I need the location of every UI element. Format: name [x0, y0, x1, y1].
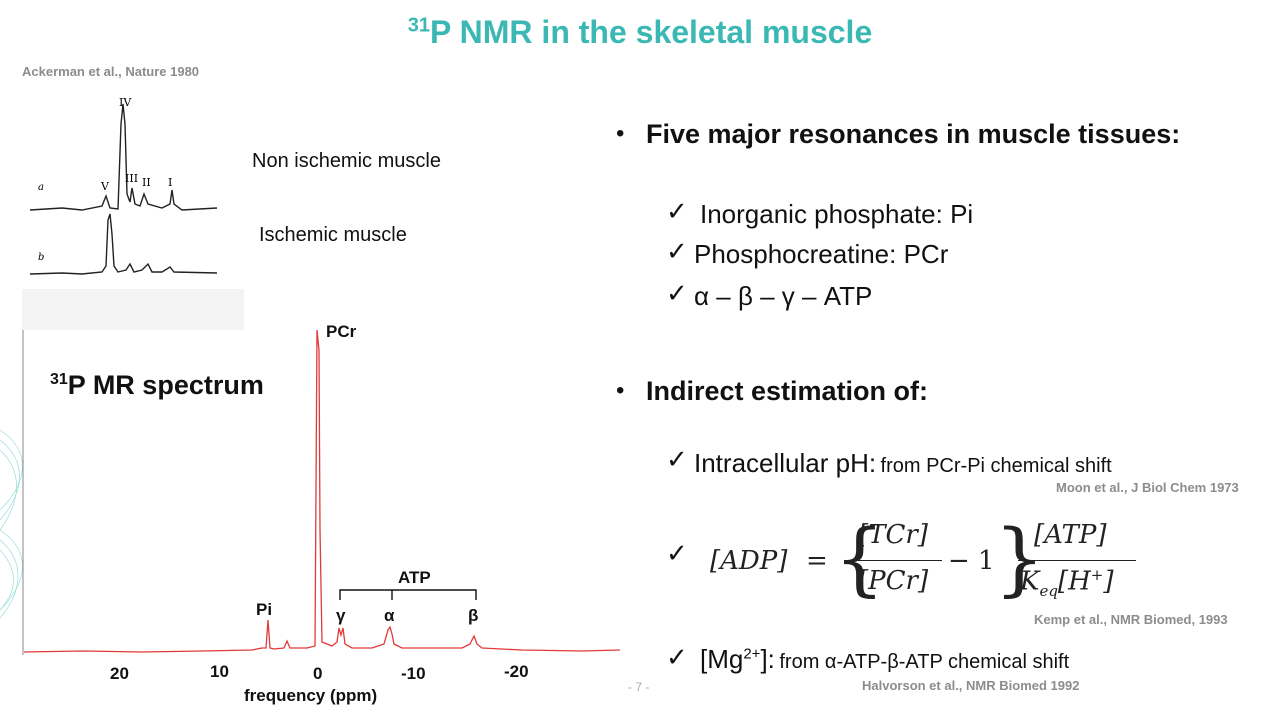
- citation-halvorson: Halvorson et al., NMR Biomed 1992: [862, 678, 1080, 693]
- bullet-dot: •: [616, 120, 625, 147]
- x-tick: 0: [313, 664, 323, 683]
- fraction-bar-2: [1018, 560, 1136, 561]
- slide-title: 31P NMR in the skeletal muscle: [407, 14, 873, 50]
- check-icon: ✓: [666, 278, 688, 308]
- peak-label-alpha: α: [384, 606, 395, 625]
- pcr-denominator: [PCr]: [858, 566, 929, 596]
- inset-peak-label: II: [142, 176, 151, 189]
- x-axis-label: frequency (ppm): [244, 686, 378, 705]
- check-icon: ✓: [666, 642, 688, 672]
- citation-kemp: Kemp et al., NMR Biomed, 1993: [1034, 612, 1228, 627]
- adp-equals: =: [806, 546, 828, 576]
- bullet-dot: •: [616, 377, 625, 404]
- spectrum-line: [23, 330, 621, 653]
- check-icon: ✓: [666, 538, 688, 568]
- atp-numerator: [ATP]: [1034, 520, 1107, 550]
- spectrum-title: 31P MR spectrum: [50, 370, 264, 400]
- brace-right: }: [994, 512, 1045, 605]
- inset-trace-b-label: b: [38, 252, 44, 263]
- ph-note: from PCr-Pi chemical shift: [880, 455, 1112, 477]
- check-icon: ✓: [666, 444, 688, 474]
- check-icon: ✓: [666, 236, 688, 266]
- slide-number: - 7 -: [628, 680, 650, 694]
- peak-label-pi: Pi: [256, 600, 273, 619]
- atp-bracket: [339, 589, 477, 600]
- inset-spectra-figure: IV V III II I a b: [22, 84, 244, 330]
- inset-trace-a-label: a: [38, 182, 44, 193]
- x-tick: -10: [401, 664, 426, 683]
- resonance-item: Phosphocreatine: PCr: [694, 239, 949, 269]
- ph-line: Intracellular pH: from PCr-Pi chemical s…: [694, 448, 1112, 479]
- bullet-heading-indirect: Indirect estimation of:: [646, 376, 929, 406]
- fraction-bar-1: [854, 560, 942, 561]
- resonance-item: Inorganic phosphate: Pi: [700, 199, 974, 229]
- spectrum-plot: [22, 330, 621, 655]
- minus-one: − 1: [948, 546, 995, 576]
- label-non-ischemic: Non ischemic muscle: [252, 150, 441, 172]
- resonance-item: α – β – γ – ATP: [694, 281, 873, 311]
- inset-spectra-svg: IV V III II I a b: [22, 96, 244, 330]
- adp-formula: [ADP] = { [TCr] [PCr] − 1 } [ATP] Keq[H+…: [710, 518, 1150, 608]
- brace-left: {: [834, 512, 885, 605]
- citation-moon: Moon et al., J Biol Chem 1973: [1056, 480, 1239, 495]
- mg-main: [Mg2+]:: [700, 644, 775, 674]
- atp-label: ATP: [398, 568, 431, 587]
- inset-peak-label: I: [168, 176, 172, 189]
- inset-peak-label: III: [125, 172, 138, 185]
- label-ischemic: Ischemic muscle: [259, 224, 407, 246]
- citation-ackerman: Ackerman et al., Nature 1980: [22, 64, 200, 79]
- adp-lhs: [ADP]: [710, 546, 788, 576]
- inset-peak-label: IV: [119, 96, 132, 109]
- inset-trace-b: [29, 213, 218, 275]
- check-icon: ✓: [666, 196, 688, 226]
- x-tick: 20: [110, 664, 129, 683]
- ph-main: Intracellular pH:: [694, 448, 877, 478]
- peak-label-beta: β: [468, 606, 479, 625]
- peak-label-pcr: PCr: [326, 322, 357, 341]
- mg-note: from α-ATP-β-ATP chemical shift: [779, 651, 1070, 673]
- inset-peak-label: V: [100, 180, 110, 193]
- mg-line: [Mg2+]: from α-ATP-β-ATP chemical shift: [700, 644, 1069, 675]
- keq-denominator: Keq[H+]: [1020, 566, 1114, 600]
- x-tick: 10: [210, 662, 229, 681]
- tcr-numerator: [TCr]: [858, 520, 928, 550]
- peak-label-gamma: γ: [336, 606, 346, 625]
- inset-trace-a: [29, 103, 218, 211]
- bullet-heading-resonances: Five major resonances in muscle tissues:: [646, 119, 1181, 149]
- x-tick: -20: [504, 662, 529, 681]
- decorative-wave: [0, 429, 23, 619]
